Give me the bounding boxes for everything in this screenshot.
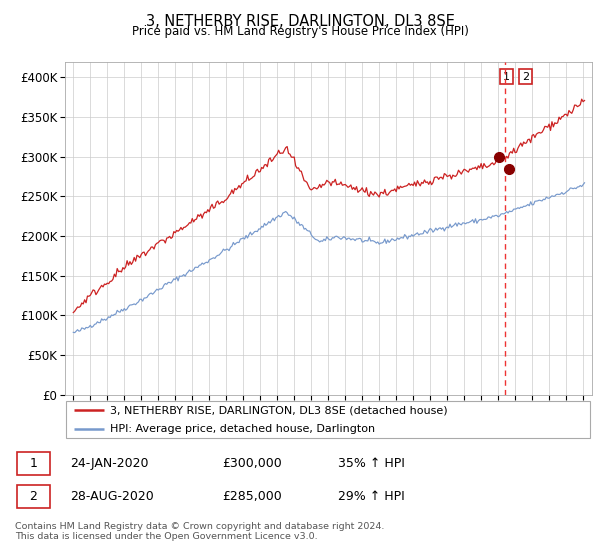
FancyBboxPatch shape (66, 401, 590, 438)
Text: Contains HM Land Registry data © Crown copyright and database right 2024.
This d: Contains HM Land Registry data © Crown c… (15, 522, 385, 542)
Text: 29% ↑ HPI: 29% ↑ HPI (338, 491, 404, 503)
Text: 28-AUG-2020: 28-AUG-2020 (70, 491, 154, 503)
Text: 35% ↑ HPI: 35% ↑ HPI (338, 457, 404, 470)
Text: 2: 2 (29, 491, 37, 503)
FancyBboxPatch shape (17, 452, 50, 475)
Text: £285,000: £285,000 (223, 491, 282, 503)
FancyBboxPatch shape (17, 486, 50, 508)
Text: 2: 2 (522, 72, 529, 82)
Text: 3, NETHERBY RISE, DARLINGTON, DL3 8SE: 3, NETHERBY RISE, DARLINGTON, DL3 8SE (146, 14, 454, 29)
Text: 3, NETHERBY RISE, DARLINGTON, DL3 8SE (detached house): 3, NETHERBY RISE, DARLINGTON, DL3 8SE (d… (110, 405, 447, 415)
Text: Price paid vs. HM Land Registry's House Price Index (HPI): Price paid vs. HM Land Registry's House … (131, 25, 469, 38)
Text: £300,000: £300,000 (223, 457, 282, 470)
Text: HPI: Average price, detached house, Darlington: HPI: Average price, detached house, Darl… (110, 424, 375, 433)
Text: 1: 1 (29, 457, 37, 470)
Text: 24-JAN-2020: 24-JAN-2020 (70, 457, 148, 470)
Text: 1: 1 (503, 72, 510, 82)
